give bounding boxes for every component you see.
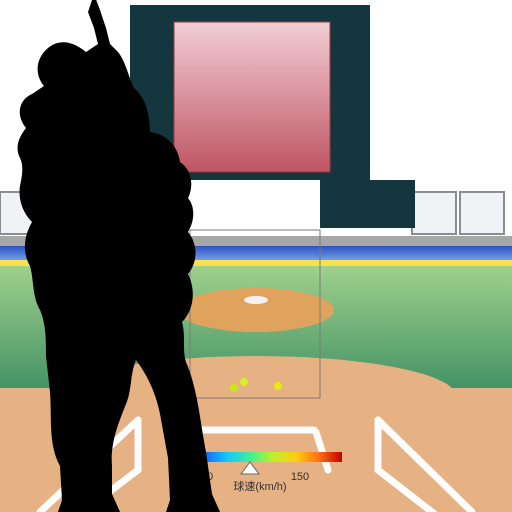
stand-panel	[412, 192, 456, 234]
scoreboard-wing-right	[320, 180, 415, 228]
colorbar-label: 球速(km/h)	[233, 479, 286, 493]
stand-panel	[460, 192, 504, 234]
colorbar-tick: 150	[291, 471, 309, 483]
pitch-point	[274, 382, 282, 390]
pitching-rubber	[244, 296, 268, 304]
pitch-point	[240, 378, 248, 386]
pitchers-mound	[178, 288, 334, 332]
pitch-point	[230, 384, 238, 392]
scoreboard-screen	[174, 22, 330, 172]
